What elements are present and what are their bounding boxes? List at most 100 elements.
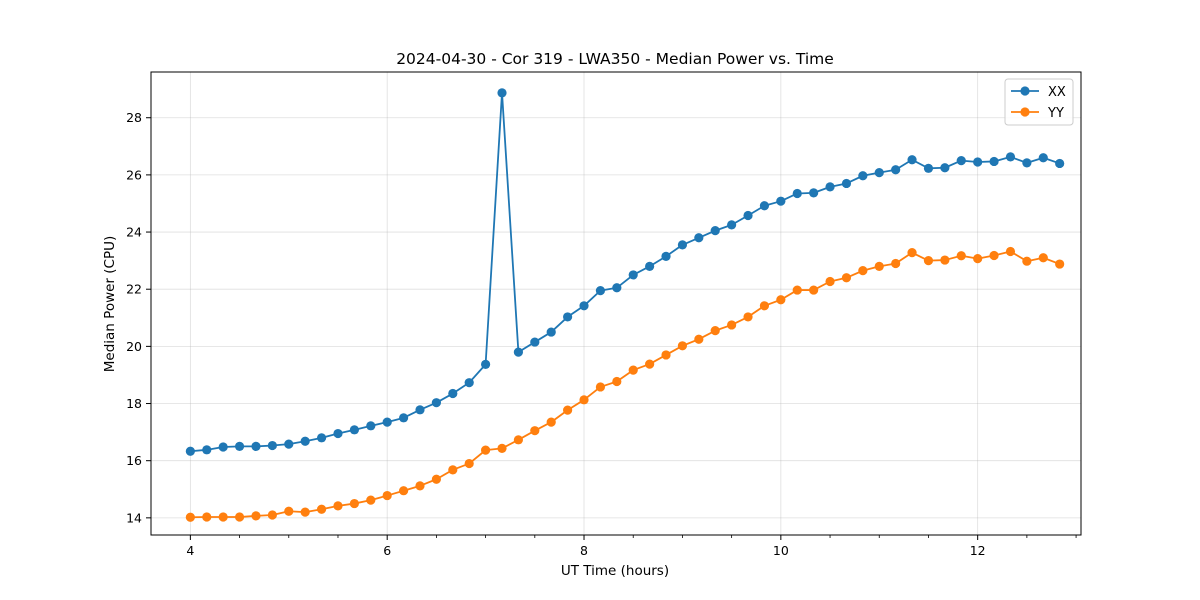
data-point-xx [645,261,655,271]
data-point-yy [316,504,327,514]
y-tick-label: 22 [126,282,142,297]
data-point-xx [989,156,999,167]
x-tick-label: 6 [383,543,391,558]
data-point-yy [218,512,228,522]
data-point-yy [940,255,950,265]
data-point-xx [185,446,195,456]
legend-item-xx: XX [1011,85,1066,100]
data-point-xx [497,88,507,98]
data-point-yy [891,258,901,269]
data-point-yy [464,458,474,469]
data-point-xx [530,337,540,347]
data-point-yy [1038,253,1048,263]
data-point-yy [628,365,638,375]
data-point-xx [612,283,622,293]
x-tick-label: 10 [773,543,789,558]
data-point-yy [1055,259,1065,269]
x-axis-label: UT Time (hours) [561,563,669,579]
data-point-yy [710,326,720,336]
data-point-yy [595,382,606,392]
series-xx [185,88,1065,456]
data-point-yy [333,501,343,511]
data-point-xx [628,270,638,280]
x-tick-label: 4 [186,543,194,558]
y-tick-label: 26 [126,167,142,182]
y-axis-label: Median Power (CPU) [102,236,118,372]
data-point-yy [1022,256,1032,266]
data-point-xx [973,157,983,167]
data-point-yy [677,341,688,351]
data-point-xx [727,220,737,230]
data-point-xx [513,347,524,357]
data-point-xx [743,210,753,221]
data-point-xx [202,445,212,455]
series-yy [185,246,1065,522]
data-point-xx [382,417,392,427]
y-tick-label: 20 [126,339,142,354]
data-point-xx [1005,152,1016,162]
data-point-yy [431,474,441,484]
plot-frame [150,71,1082,536]
data-point-yy [776,295,786,305]
legend-label: YY [1047,106,1064,121]
data-point-yy [645,359,655,369]
data-point-xx [349,425,359,435]
data-point-yy [874,261,884,271]
data-point-yy [956,251,966,261]
data-point-yy [907,248,917,258]
data-point-xx [907,155,917,165]
data-point-yy [923,256,934,266]
data-point-xx [956,156,966,166]
data-point-yy [759,301,770,311]
data-point-xx [251,441,261,451]
data-point-yy [579,395,589,405]
data-point-yy [185,512,195,522]
data-point-xx [563,312,573,322]
data-point-xx [267,440,277,451]
y-tick-label: 18 [126,396,142,411]
data-point-xx [923,163,934,173]
data-point-yy [530,426,540,436]
data-point-xx [316,433,327,443]
y-tick-label: 14 [126,510,142,525]
data-point-xx [300,436,310,446]
data-point-yy [743,312,753,322]
data-point-yy [284,506,294,516]
data-point-yy [300,507,310,517]
data-point-yy [841,273,852,283]
data-point-yy [661,350,671,360]
data-point-xx [546,327,556,337]
data-point-xx [694,233,704,243]
data-point-yy [809,285,819,295]
data-point-xx [234,441,245,451]
data-point-yy [612,376,622,387]
legend-marker [1020,107,1030,117]
data-point-yy [792,285,802,295]
data-point-xx [1038,153,1048,163]
y-tick-label: 16 [126,453,142,468]
chart-title: 2024-04-30 - Cor 319 - LWA350 - Median P… [396,50,834,68]
data-point-yy [1005,246,1016,257]
data-point-xx [891,165,901,175]
data-point-xx [858,171,868,181]
x-tick-label: 12 [970,543,986,558]
data-point-xx [940,163,950,173]
data-point-yy [399,486,409,496]
data-point-yy [267,510,277,520]
y-axis: 14 16 18 20 22 24 26 28 [126,110,151,525]
data-point-yy [448,465,458,475]
data-point-xx [333,428,343,439]
data-point-xx [431,398,441,408]
data-point-xx [809,188,819,198]
data-point-xx [677,240,688,250]
data-point-xx [1055,158,1065,169]
data-point-yy [349,498,359,509]
data-point-yy [563,405,573,415]
data-point-xx [825,182,835,192]
data-point-yy [481,445,491,455]
y-tick-label: 28 [126,110,142,125]
data-point-yy [202,512,212,522]
legend: XX YY [1004,78,1074,126]
